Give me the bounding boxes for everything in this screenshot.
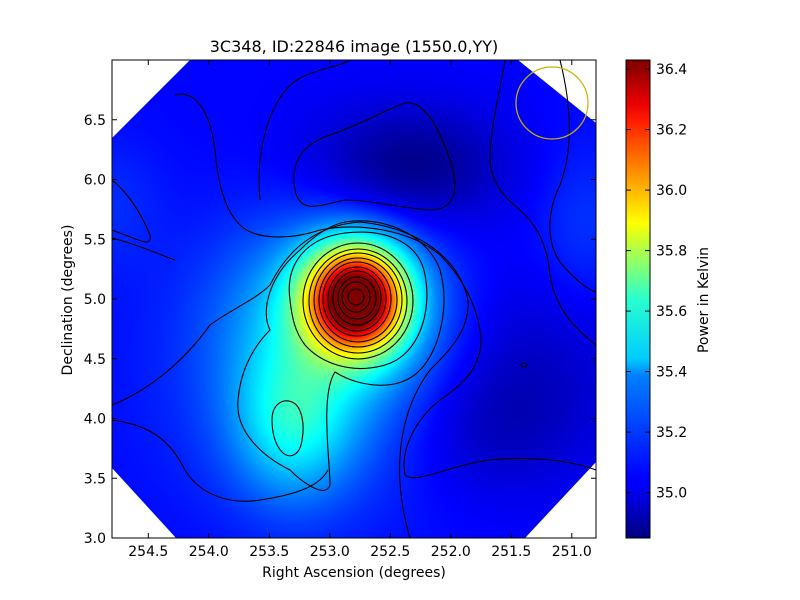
y-tick-label: 5.0 [84, 292, 106, 308]
colorbar-tick-label: 35.4 [656, 365, 687, 381]
colorbar-gradient [625, 59, 651, 539]
x-tick-label: 253.0 [310, 544, 350, 560]
x-tick-label: 252.0 [431, 544, 471, 560]
contour-line [258, 60, 351, 201]
contour-ring [341, 281, 371, 313]
contour-ring [332, 270, 382, 326]
colorbar-tick-label: 35.8 [656, 244, 687, 260]
corner-mask-bottom-left [112, 468, 176, 538]
colorbar-tick-label: 35.2 [656, 425, 687, 441]
colorbar-tick-label: 36.2 [656, 123, 687, 139]
chart-title: 3C348, ID:22846 image (1550.0,YY) [210, 37, 499, 56]
contour-ring [318, 257, 398, 343]
x-tick-label: 254.0 [189, 544, 229, 560]
colorbar-tick-label: 36.4 [656, 62, 687, 78]
contour-line [237, 220, 445, 491]
y-tick-label: 3.5 [84, 471, 106, 487]
contour-ring [322, 261, 392, 337]
contour-line [112, 237, 176, 261]
x-axis-ticks: 254.5 254.0 253.5 253.0 252.5 252.0 251.5 251.0 [128, 60, 592, 560]
x-tick-label: 252.5 [370, 544, 410, 560]
colorbar: 35.0 35.2 35.4 35.6 35.8 36.0 36.2 36.4 Power i… [625, 59, 712, 539]
y-tick-label: 4.0 [84, 412, 106, 428]
contour-ring [327, 266, 387, 332]
contour-ring [337, 276, 377, 320]
y-tick-label: 4.5 [84, 352, 106, 368]
colorbar-label: Power in Kelvin [696, 247, 712, 353]
corner-mask-top-left [112, 60, 190, 138]
contour-lines [112, 60, 596, 538]
y-tick-label: 5.5 [84, 232, 106, 248]
y-axis-ticks: 3.0 3.5 4.0 4.5 5.0 5.5 6.0 6.5 [84, 113, 596, 547]
contour-line [293, 102, 456, 211]
heatmap [112, 60, 596, 538]
colorbar-tick-label: 35.0 [656, 486, 687, 502]
contour-line [489, 60, 596, 346]
contour-line [174, 93, 596, 479]
x-tick-label: 251.0 [552, 544, 592, 560]
contour-line [271, 400, 304, 457]
contour-ring [308, 248, 408, 354]
contour-line [112, 419, 329, 502]
y-tick-label: 3.0 [84, 531, 106, 547]
colorbar-ticks: 35.0 35.2 35.4 35.6 35.8 36.0 36.2 36.4 [626, 62, 687, 502]
colorbar-tick-label: 36.0 [656, 183, 687, 199]
contour-line [112, 179, 151, 243]
contour-line [112, 221, 469, 538]
y-axis-label: Declination (degrees) [60, 225, 76, 376]
contour-line [288, 231, 428, 369]
y-tick-label: 6.5 [84, 113, 106, 129]
x-tick-label: 253.5 [249, 544, 289, 560]
contour-ring [347, 288, 365, 306]
x-axis-label: Right Ascension (degrees) [262, 565, 446, 581]
contour-ring [313, 252, 403, 348]
y-tick-label: 6.0 [84, 173, 106, 189]
contour-line [520, 362, 528, 368]
x-tick-label: 251.5 [491, 544, 531, 560]
colorbar-tick-label: 35.6 [656, 304, 687, 320]
beam-circle [515, 66, 589, 140]
heatmap-image [112, 60, 596, 538]
x-tick-label: 254.5 [128, 544, 168, 560]
corner-mask-top-right [518, 60, 596, 123]
contour-ring [302, 242, 414, 360]
corner-mask-bottom-right [525, 462, 596, 538]
contour-line [549, 60, 596, 293]
